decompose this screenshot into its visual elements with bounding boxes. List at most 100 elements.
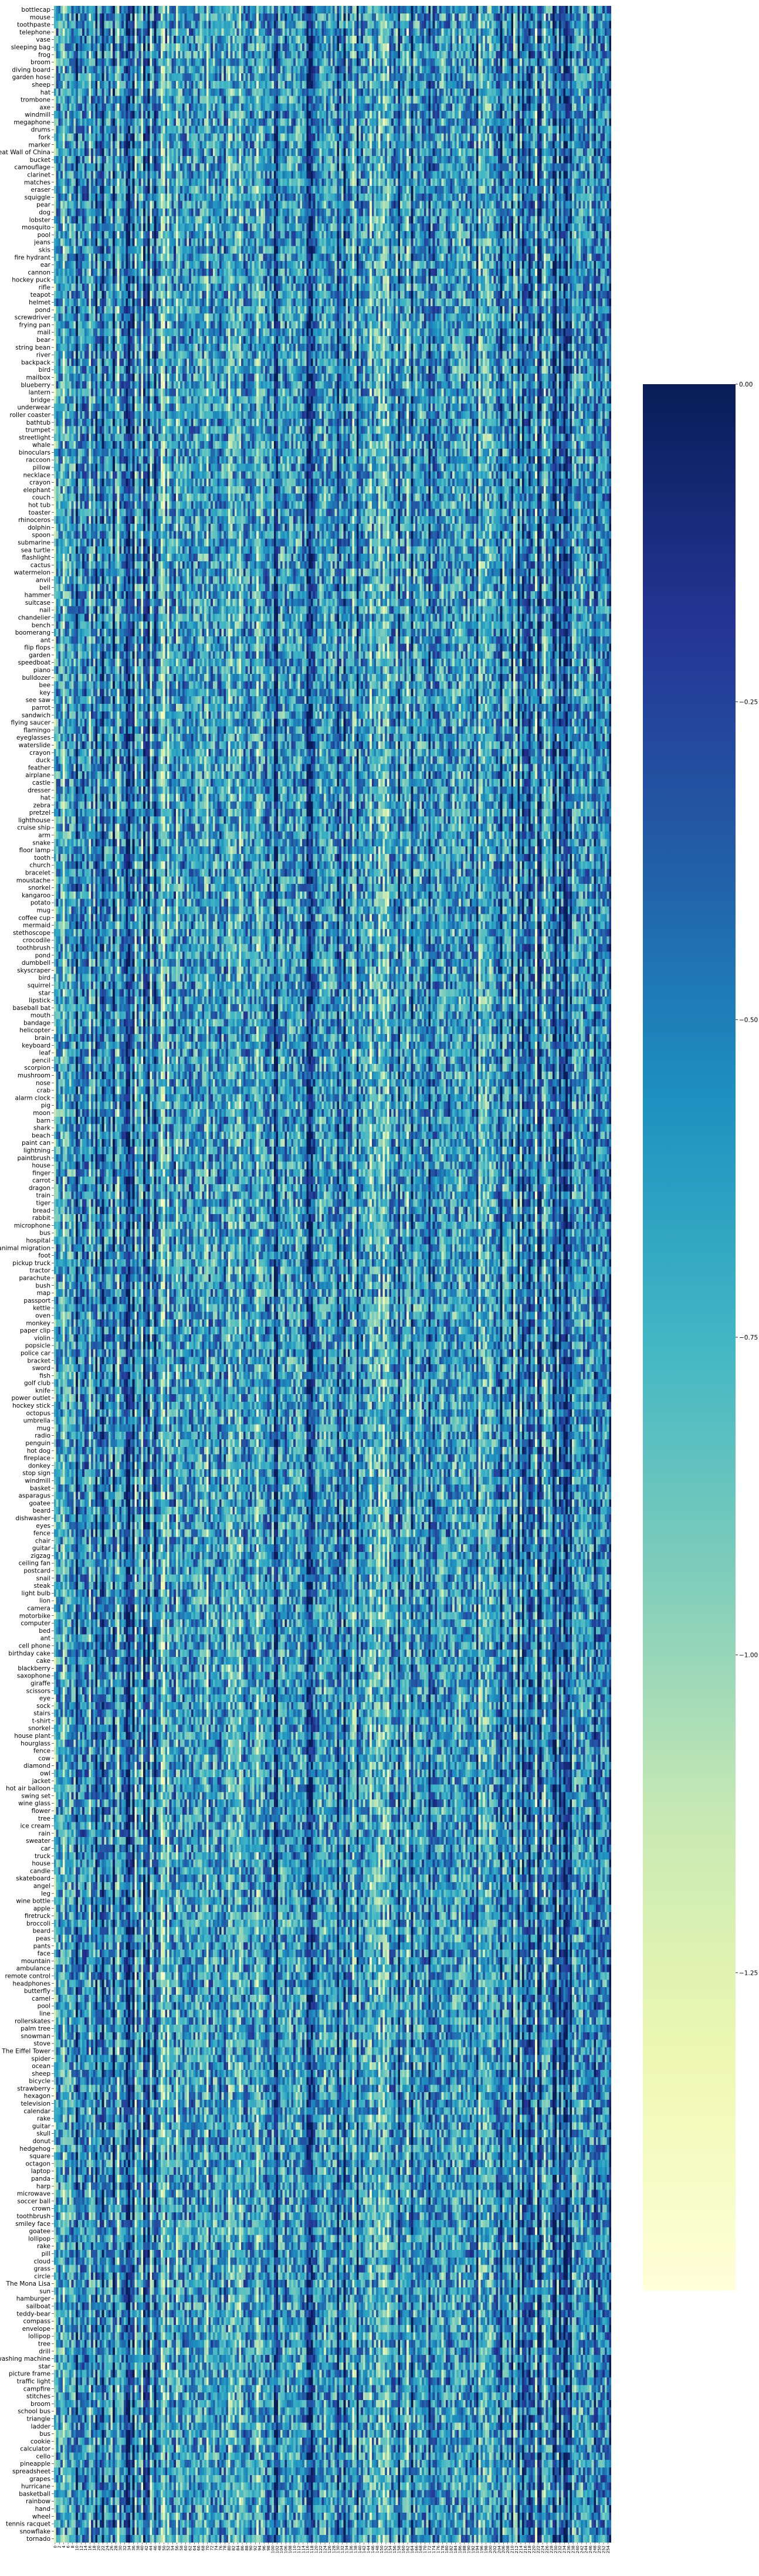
row-label: hexagon bbox=[24, 2093, 50, 2100]
column-label: 24 bbox=[105, 2545, 110, 2550]
column-label: 60 bbox=[184, 2546, 188, 2551]
row-label: backpack bbox=[21, 359, 51, 366]
column-label: 244 bbox=[584, 2545, 589, 2553]
column-label: 226 bbox=[545, 2545, 550, 2553]
column-label: 158 bbox=[397, 2546, 402, 2553]
row-label: ceiling fan bbox=[19, 1560, 50, 1567]
row-label: zigzag bbox=[31, 1553, 50, 1560]
row-label: binoculars bbox=[19, 449, 50, 456]
row-label: lightning bbox=[23, 1147, 50, 1154]
row-label: bus bbox=[39, 2431, 50, 2438]
row-label: pineapple bbox=[20, 2460, 50, 2467]
row-label: bracket bbox=[28, 1357, 50, 1364]
row-label: nail bbox=[39, 607, 50, 614]
column-label: 202 bbox=[493, 2546, 497, 2553]
row-label: couch bbox=[32, 494, 50, 501]
column-label: 6 bbox=[66, 2545, 71, 2548]
row-label: stove bbox=[33, 2041, 50, 2048]
row-label: bracelet bbox=[25, 870, 50, 877]
row-label: speedboat bbox=[18, 659, 50, 666]
row-label: school bus bbox=[18, 2408, 50, 2415]
row-label: bridge bbox=[31, 396, 50, 404]
row-label: zebra bbox=[33, 802, 50, 809]
row-label: ladder bbox=[31, 2423, 51, 2430]
column-label: 40 bbox=[140, 2546, 145, 2551]
row-label: trombone bbox=[21, 97, 50, 104]
row-label: pig bbox=[41, 1102, 50, 1109]
row-label: drill bbox=[39, 2348, 50, 2355]
row-label: angel bbox=[33, 1883, 50, 1890]
row-label: lipstick bbox=[29, 997, 51, 1004]
row-label: pond bbox=[35, 952, 50, 959]
row-label: anvil bbox=[36, 577, 50, 584]
row-label: strawberry bbox=[17, 2085, 50, 2092]
column-label: 234 bbox=[563, 2545, 567, 2553]
row-label: kangaroo bbox=[22, 892, 50, 899]
row-label: paint can bbox=[22, 1140, 50, 1147]
column-label: 46 bbox=[153, 2545, 158, 2550]
row-label: sword bbox=[32, 1365, 50, 1372]
row-label: stop sign bbox=[22, 1470, 50, 1477]
row-label: mug bbox=[36, 907, 50, 914]
row-label: cookie bbox=[31, 2438, 50, 2445]
row-label: lighthouse bbox=[18, 817, 50, 824]
row-label: spreadsheet bbox=[12, 2468, 50, 2475]
row-label: flamingo bbox=[23, 727, 50, 734]
row-label: violin bbox=[34, 1335, 50, 1342]
row-label: toothpaste bbox=[17, 22, 50, 29]
row-label: star bbox=[39, 2363, 51, 2370]
row-label: stethoscope bbox=[13, 930, 50, 937]
row-label: penguin bbox=[25, 1440, 50, 1447]
row-label: calendar bbox=[23, 2108, 50, 2115]
column-label: 62 bbox=[188, 2546, 192, 2551]
column-label: 84 bbox=[236, 2545, 240, 2550]
row-label: radio bbox=[35, 1432, 50, 1439]
column-label: 74 bbox=[214, 2545, 219, 2550]
row-label: see saw bbox=[26, 697, 51, 704]
row-label: palm tree bbox=[21, 2025, 50, 2032]
row-label: frog bbox=[38, 52, 50, 59]
column-label: 210 bbox=[510, 2546, 515, 2553]
row-label: flying saucer bbox=[11, 720, 50, 727]
colorbar-tick-label: −0.75 bbox=[739, 1334, 758, 1341]
row-label: face bbox=[38, 1950, 50, 1957]
column-label: 172 bbox=[428, 2546, 432, 2553]
row-label: sock bbox=[36, 1703, 51, 1710]
row-label: butterfly bbox=[24, 1988, 50, 1995]
row-label: vase bbox=[36, 36, 50, 43]
row-label: wheel bbox=[32, 2513, 50, 2520]
row-label: The Great Wall of China bbox=[0, 149, 50, 156]
row-label: tornado bbox=[26, 2536, 50, 2543]
row-label: television bbox=[21, 2100, 50, 2107]
column-label: 236 bbox=[567, 2545, 571, 2553]
row-label: swing set bbox=[21, 1792, 50, 1799]
row-label: cow bbox=[38, 1755, 50, 1762]
row-label: string bean bbox=[15, 344, 50, 351]
row-label: asparagus bbox=[18, 1493, 50, 1500]
column-label: 208 bbox=[506, 2546, 510, 2553]
column-label: 182 bbox=[449, 2546, 454, 2553]
row-label: broccoli bbox=[26, 1920, 50, 1927]
row-label: jeans bbox=[33, 239, 50, 246]
row-label: bee bbox=[39, 682, 50, 689]
column-label: 120 bbox=[314, 2546, 319, 2553]
column-label: 214 bbox=[519, 2545, 523, 2553]
column-label: 92 bbox=[253, 2546, 258, 2551]
row-label: cannon bbox=[28, 269, 50, 276]
row-label: nose bbox=[36, 1080, 50, 1087]
row-label: suitcase bbox=[25, 599, 50, 606]
colorbar-tick-label: −0.50 bbox=[739, 1016, 758, 1023]
row-label: monkey bbox=[26, 1320, 50, 1327]
row-label: fireplace bbox=[24, 1455, 50, 1462]
row-label: tree bbox=[38, 1815, 50, 1822]
row-labels: bottlecapmousetoothpastetelephonevasesle… bbox=[0, 6, 54, 2543]
row-label: lion bbox=[39, 1598, 50, 1605]
row-label: chair bbox=[35, 1537, 51, 1544]
row-label: hourglass bbox=[21, 1740, 50, 1747]
column-label: 154 bbox=[388, 2545, 393, 2553]
row-label: hot dog bbox=[27, 1448, 50, 1455]
column-label: 138 bbox=[353, 2546, 358, 2553]
column-label: 238 bbox=[571, 2546, 575, 2553]
row-label: moon bbox=[33, 1110, 50, 1117]
